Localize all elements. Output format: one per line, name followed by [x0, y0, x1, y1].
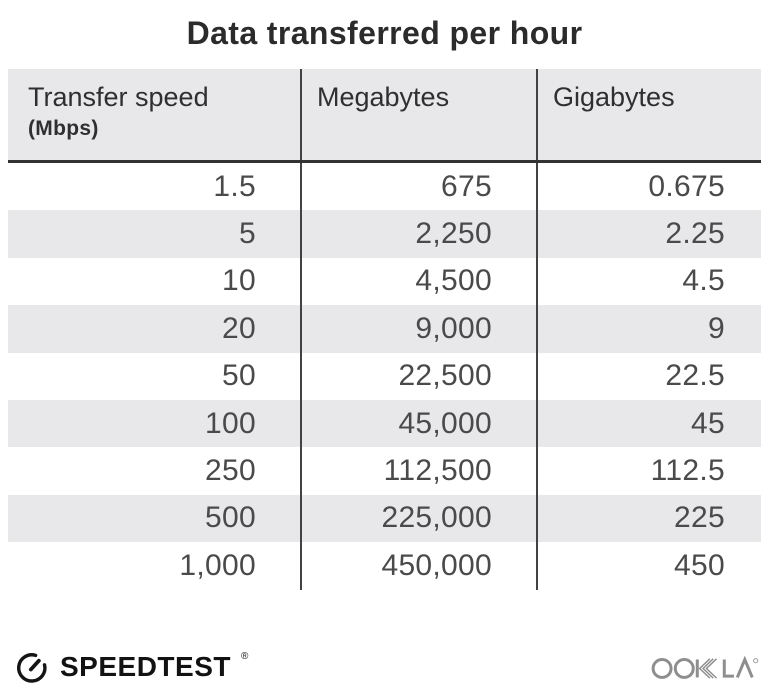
table-row: 20 9,000 9 — [8, 305, 761, 353]
cell-megabytes: 2,250 — [302, 210, 538, 258]
data-table: Transfer speed (Mbps) Megabytes Gigabyte… — [8, 69, 761, 590]
page-title: Data transferred per hour — [186, 15, 583, 51]
table-row: 10 4,500 4.5 — [8, 257, 761, 306]
ookla-wordmark-icon — [651, 655, 759, 679]
table-row: 1,000 450,000 450 — [8, 542, 761, 590]
header-transfer-speed: Transfer speed (Mbps) — [8, 69, 302, 160]
cell-megabytes: 225,000 — [302, 494, 538, 543]
header-megabytes: Megabytes — [302, 69, 538, 160]
cell-speed: 50 — [8, 352, 302, 400]
cell-gigabytes: 112.5 — [650, 454, 725, 488]
table-header-row: Transfer speed (Mbps) Megabytes Gigabyte… — [8, 69, 761, 163]
speedtest-wordmark: SPEEDTEST — [60, 651, 231, 682]
cell-gigabytes: 225 — [674, 501, 725, 535]
cell-gigabytes: 4.5 — [682, 264, 725, 298]
table-row: 1.5 675 0.675 — [8, 163, 761, 211]
table-body: 1.5 675 0.675 5 2,250 2.25 10 4,500 4.5 … — [8, 163, 761, 590]
cell-speed: 10 — [8, 257, 302, 306]
cell-gigabytes: 0.675 — [648, 169, 725, 203]
cell-gigabytes: 450 — [674, 548, 725, 582]
header-gigabytes: Gigabytes — [553, 82, 675, 112]
registered-trademark-icon: ® — [240, 651, 249, 662]
cell-speed: 100 — [8, 399, 302, 448]
table-row: 500 225,000 225 — [8, 494, 761, 543]
speedtest-gauge-icon — [16, 653, 47, 683]
cell-megabytes: 22,500 — [302, 352, 538, 400]
ookla-logo — [651, 652, 759, 683]
header-mbps-unit: (Mbps) — [28, 117, 99, 140]
table-row: 5 2,250 2.25 — [8, 210, 761, 258]
cell-megabytes: 45,000 — [302, 399, 538, 448]
table-row: 50 22,500 22.5 — [8, 352, 761, 400]
speedtest-logo: SPEEDTEST ® — [13, 648, 248, 686]
header-transfer-speed-label: Transfer speed — [28, 82, 209, 112]
cell-megabytes: 675 — [302, 163, 538, 211]
cell-speed: 500 — [8, 494, 302, 543]
cell-gigabytes: 45 — [691, 406, 725, 440]
cell-speed: 1.5 — [8, 163, 302, 211]
cell-gigabytes: 9 — [708, 311, 725, 345]
footer: SPEEDTEST ® — [13, 646, 759, 688]
cell-megabytes: 112,500 — [302, 447, 538, 495]
cell-megabytes: 4,500 — [302, 257, 538, 306]
table-row: 250 112,500 112.5 — [8, 447, 761, 495]
cell-speed: 20 — [8, 305, 302, 353]
cell-speed: 1,000 — [8, 542, 302, 590]
cell-speed: 5 — [8, 210, 302, 258]
cell-speed: 250 — [8, 447, 302, 495]
cell-gigabytes: 2.25 — [665, 217, 725, 251]
table-row: 100 45,000 45 — [8, 399, 761, 448]
cell-megabytes: 9,000 — [302, 305, 538, 353]
cell-megabytes: 450,000 — [302, 542, 538, 590]
cell-gigabytes: 22.5 — [665, 359, 725, 393]
